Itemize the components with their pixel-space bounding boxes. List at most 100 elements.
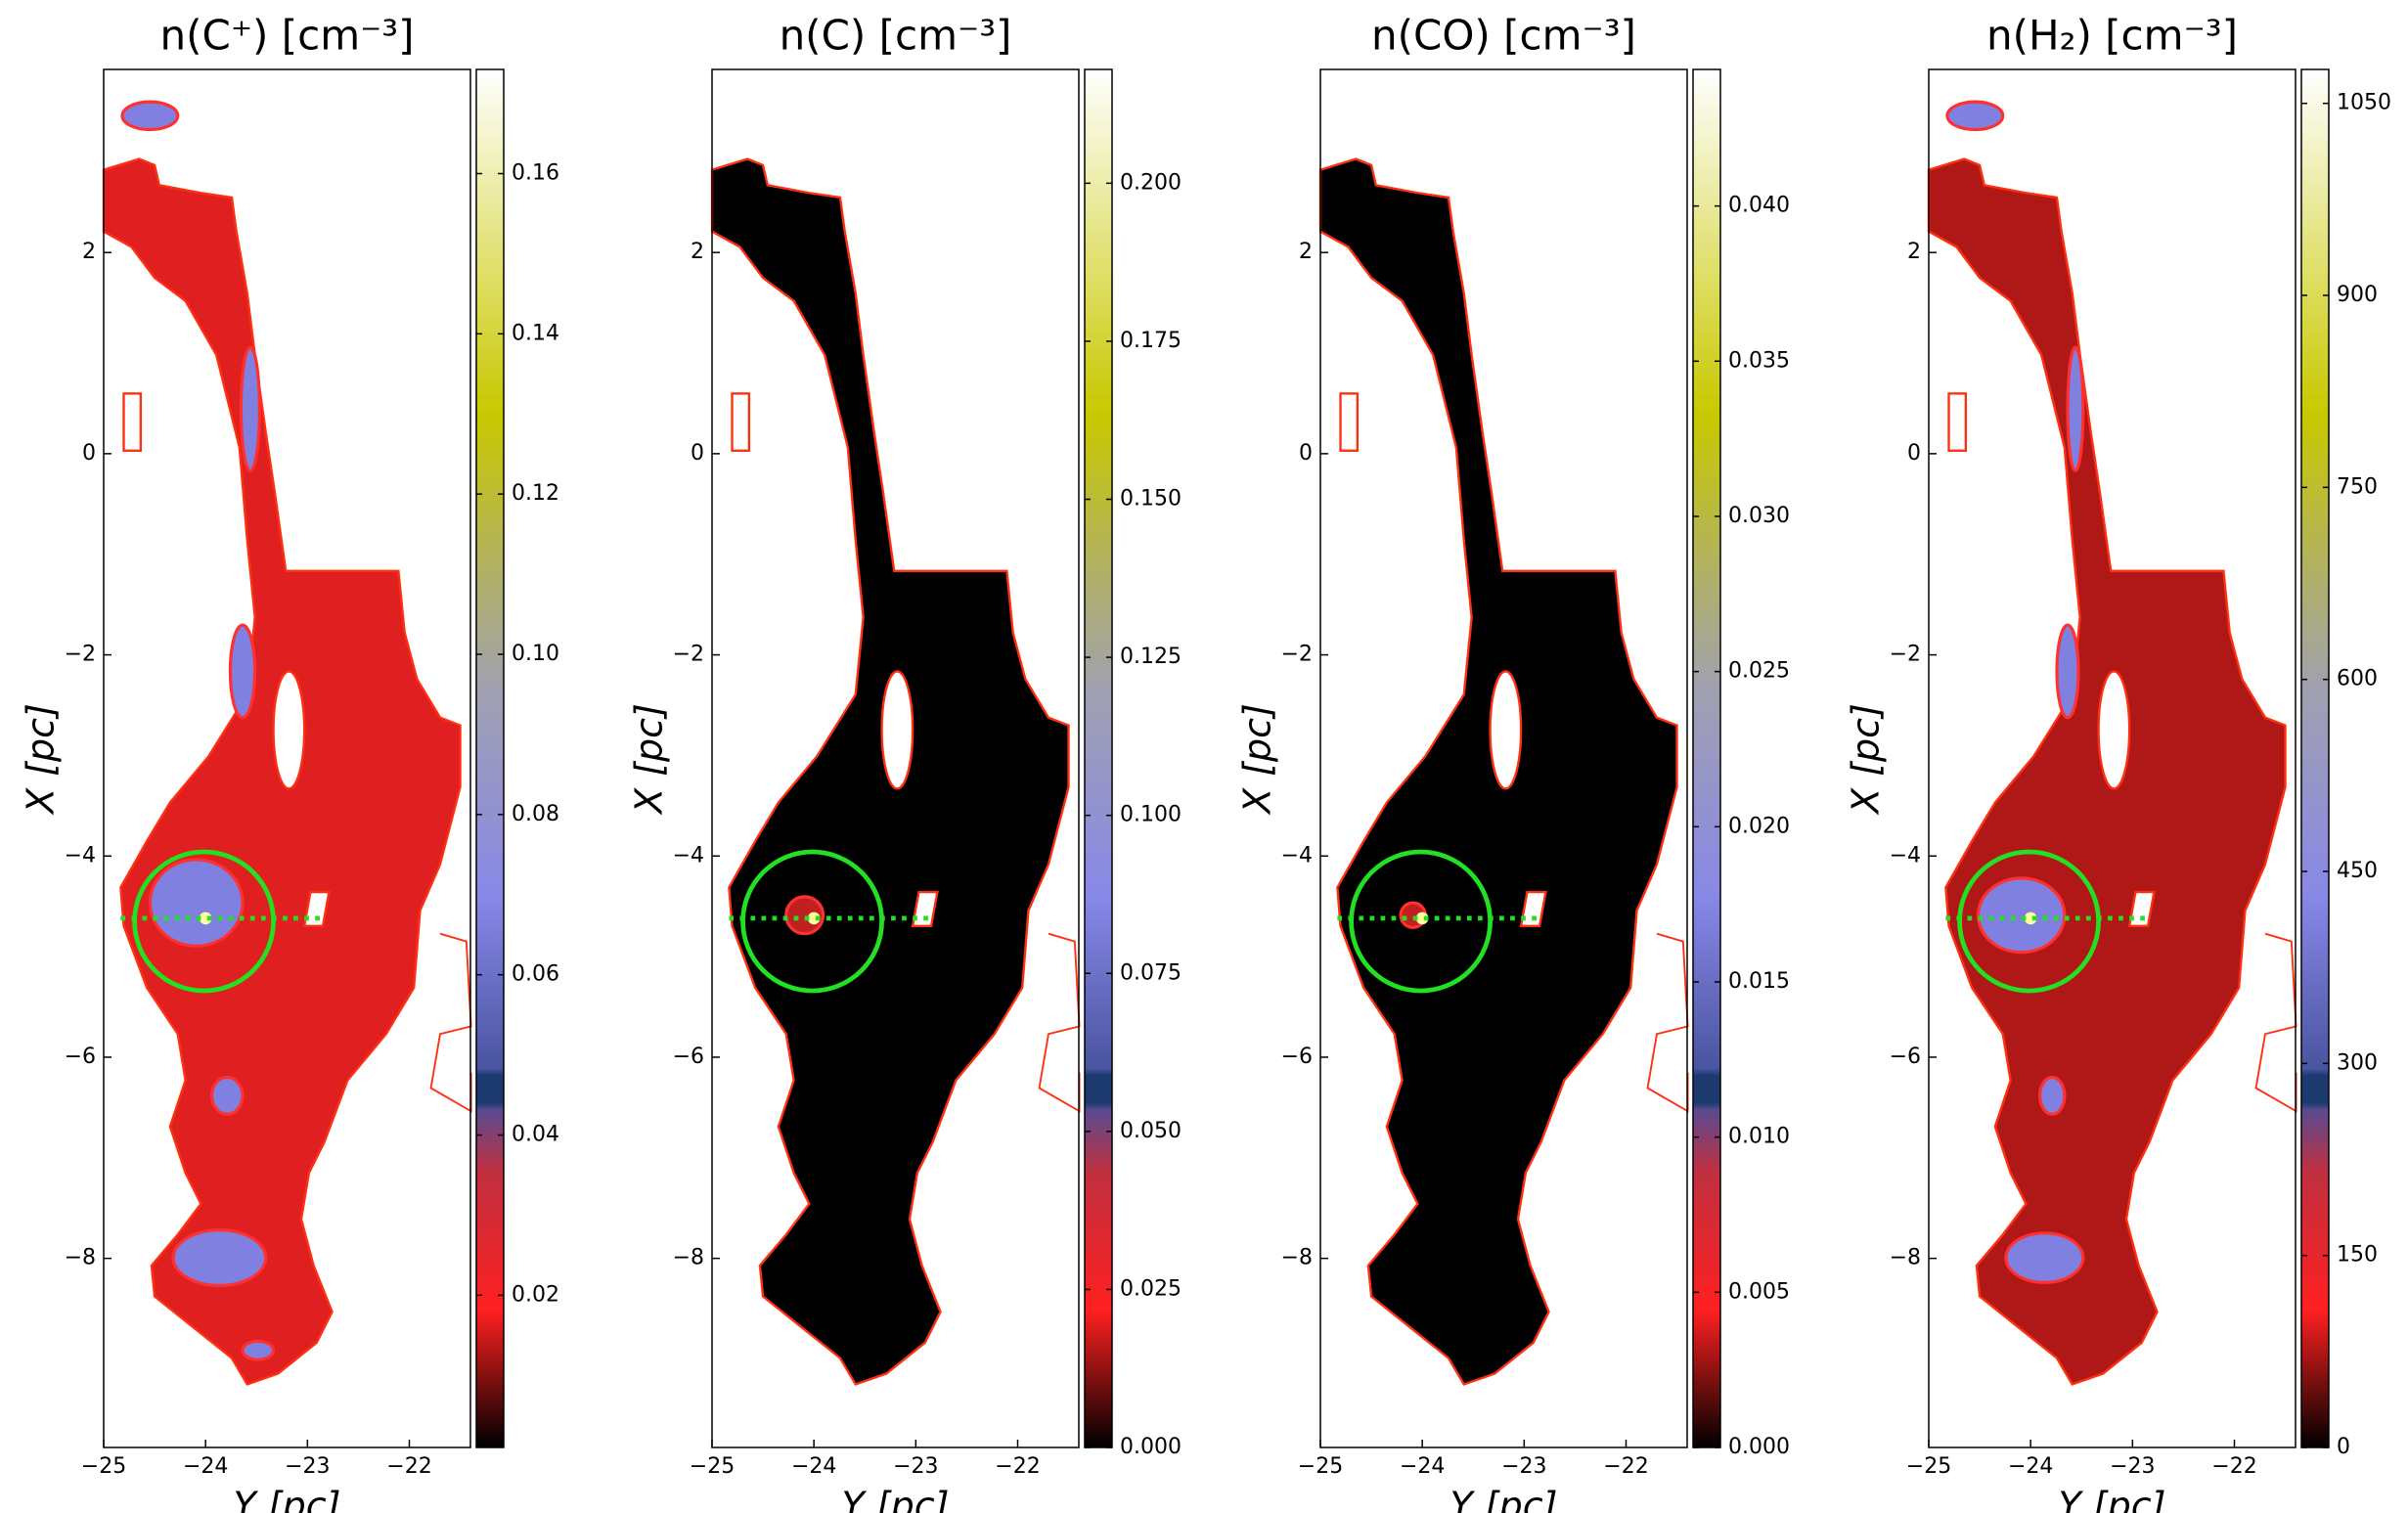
x-tick-label: −24 (791, 1454, 836, 1479)
y-tick-label: −6 (1890, 1045, 1921, 1069)
colorbar-tick-label: 0.025 (1728, 659, 1790, 684)
y-tick-label: −4 (1281, 843, 1313, 868)
y-tick-label: −2 (1890, 643, 1921, 667)
title: n(C⁺) [cm⁻³] (159, 12, 414, 60)
y-tick-label: 0 (1299, 441, 1313, 466)
peak-spot (199, 912, 212, 925)
y-tick-label: −2 (1281, 643, 1313, 667)
title: n(CO) [cm⁻³] (1371, 12, 1636, 60)
y-tick-label: 0 (1907, 441, 1921, 466)
colorbar-tick-label: 0.000 (1120, 1435, 1182, 1459)
x-tick-label: −25 (1906, 1454, 1951, 1479)
panel: −25 −24 −23 −22 −8 −6 −4 −2 0 2 n(C⁺) [cm⁻³] Y [pc]… (20, 12, 559, 1513)
colorbar-tick-label: 0.12 (512, 481, 559, 506)
emission-blob (2055, 623, 2080, 720)
colorbar-tick-label: 0.040 (1728, 194, 1790, 218)
axes-frame (1928, 68, 2297, 1448)
panel: −25 −24 −23 −22 −8 −6 −4 −2 0 2 n(H₂) [cm⁻³] Y [pc]… (1845, 12, 2392, 1513)
colorbar-tick-label: 0.14 (512, 321, 559, 345)
title: n(C) [cm⁻³] (780, 12, 1012, 60)
title: n(H₂) [cm⁻³] (1986, 12, 2238, 60)
emission-blob (209, 1075, 245, 1116)
emission-blob (2004, 1231, 2085, 1284)
y-axis-label: X [pc] (1236, 703, 1279, 816)
x-tick-label: −22 (1603, 1454, 1648, 1479)
x-axis-label: Y [pc] (234, 1485, 341, 1513)
colorbar-tick-label: 0.015 (1728, 969, 1790, 994)
colorbar-tick-label: 150 (2337, 1243, 2378, 1268)
panel: −25 −24 −23 −22 −8 −6 −4 −2 0 2 n(CO) [cm⁻³] Y [pc]… (1236, 12, 1790, 1513)
emission-blob (2038, 1075, 2067, 1116)
axes-frame (103, 68, 471, 1448)
x-tick-label: −24 (2008, 1454, 2053, 1479)
emission-blob (239, 345, 261, 472)
y-axis-label: X [pc] (1845, 703, 1888, 816)
emission-blob (148, 858, 245, 948)
y-tick-label: 0 (691, 441, 704, 466)
x-axis-label: Y [pc] (2059, 1485, 2166, 1513)
colorbar (1692, 68, 1721, 1448)
y-tick-label: 2 (82, 240, 96, 264)
colorbar-tick-label: 0.035 (1728, 348, 1790, 373)
axes-frame (1319, 68, 1688, 1448)
x-tick-label: −23 (2110, 1454, 2155, 1479)
panel: −25 −24 −23 −22 −8 −6 −4 −2 0 2 n(C) [cm⁻³] Y [pc] X… (628, 12, 1182, 1513)
y-tick-label: −8 (1281, 1246, 1313, 1270)
y-tick-label: −2 (65, 643, 96, 667)
colorbar-tick-label: 0.08 (512, 802, 559, 826)
y-tick-label: −4 (65, 843, 96, 868)
x-tick-label: −23 (893, 1454, 938, 1479)
x-tick-label: −25 (690, 1454, 735, 1479)
colorbar-tick-label: 0.02 (512, 1282, 559, 1307)
colorbar-tick-label: 300 (2337, 1050, 2378, 1075)
colorbar-tick-label: 0.175 (1120, 329, 1182, 353)
emission-blob (228, 623, 257, 720)
y-tick-label: −8 (1890, 1246, 1921, 1270)
colorbar-tick-label: 0.020 (1728, 814, 1790, 838)
region-circle (1349, 849, 1493, 994)
axes-frame (711, 68, 1080, 1448)
x-tick-label: −22 (386, 1454, 431, 1479)
map (1927, 100, 2297, 1386)
colorbar-tick-label: 0 (2337, 1435, 2350, 1459)
colorbar-tick-label: 900 (2337, 283, 2378, 307)
y-tick-label: −8 (65, 1246, 96, 1270)
colorbar-tick-label: 750 (2337, 474, 2378, 499)
region-circle (132, 849, 276, 994)
colorbar-tick-label: 0.050 (1120, 1119, 1182, 1143)
peak-spot (1415, 912, 1429, 925)
y-tick-label: 2 (1299, 240, 1313, 264)
y-tick-label: −6 (673, 1045, 704, 1069)
x-tick-label: −22 (995, 1454, 1040, 1479)
x-axis-label: Y [pc] (1450, 1485, 1558, 1513)
y-axis-label: X [pc] (20, 703, 63, 816)
colorbar (2300, 68, 2330, 1448)
colorbar-tick-label: 1050 (2337, 91, 2391, 115)
x-tick-label: −24 (1400, 1454, 1445, 1479)
peak-spot (2024, 912, 2037, 925)
y-tick-label: −6 (65, 1045, 96, 1069)
map (1318, 157, 1689, 1386)
colorbar-tick-label: 0.075 (1120, 960, 1182, 985)
x-tick-label: −23 (1501, 1454, 1546, 1479)
y-tick-label: −6 (1281, 1045, 1313, 1069)
y-tick-label: −2 (673, 643, 704, 667)
colorbar-tick-label: 0.10 (512, 642, 559, 666)
colorbar-tick-label: 0.125 (1120, 645, 1182, 669)
emission-blob (2066, 345, 2085, 472)
emission-blob (1945, 100, 2005, 132)
colorbar-tick-label: 0.010 (1728, 1125, 1790, 1149)
colorbar-tick-label: 0.005 (1728, 1279, 1790, 1304)
colorbar-tick-label: 0.04 (512, 1123, 559, 1147)
peak-spot (807, 912, 821, 925)
x-tick-label: −25 (81, 1454, 126, 1479)
emission-blob (120, 100, 180, 132)
emission-blob (171, 1228, 268, 1288)
colorbar (1084, 68, 1113, 1448)
x-axis-label: Y [pc] (842, 1485, 950, 1513)
y-tick-label: 2 (1907, 240, 1921, 264)
colorbar-tick-label: 0.030 (1728, 504, 1790, 528)
y-tick-label: 0 (82, 441, 96, 466)
